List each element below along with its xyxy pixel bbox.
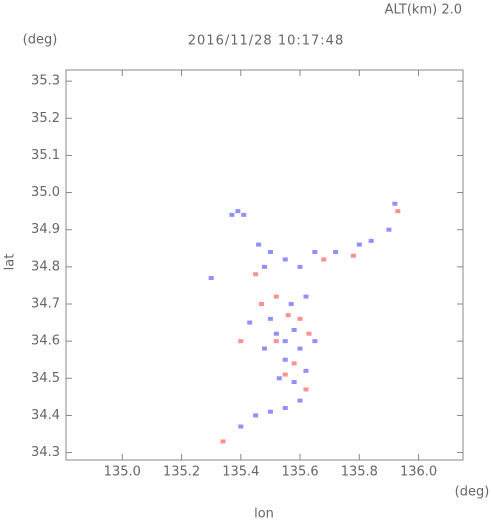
data-point [282,372,288,377]
data-point [297,264,303,269]
data-point [235,209,241,214]
data-point [350,253,356,258]
x-tick-label: 136.0 [400,465,437,480]
data-point [306,331,312,336]
chart-title: 2016/11/28 10:17:48 [188,34,344,49]
data-point [285,313,291,318]
data-point [297,316,303,321]
x-unit: (deg) [455,485,490,500]
data-point [267,250,273,254]
y-unit: (deg) [23,33,58,48]
data-point [259,302,265,306]
data-point [368,238,374,243]
data-point [273,331,279,336]
data-point [312,250,318,254]
data-point [282,257,288,262]
data-point [208,276,214,280]
data-point [229,212,235,217]
data-point [238,339,244,344]
x-tick-label: 135.4 [222,465,259,480]
data-point [282,357,288,362]
data-point [262,346,267,351]
data-point [303,368,309,373]
data-point [288,302,294,306]
data-point [297,346,303,351]
data-point [262,264,267,269]
y-tick-label: 35.3 [31,74,60,89]
data-point [253,272,259,277]
data-point [220,439,226,444]
data-point [312,339,318,344]
y-tick-label: 34.9 [31,222,60,237]
data-point [395,209,401,214]
data-point [273,339,279,344]
x-tick-label: 135.0 [104,465,141,480]
y-tick-label: 35.0 [31,185,60,200]
data-point [267,409,273,414]
x-tick-label: 135.2 [163,465,200,480]
data-point [321,257,327,262]
y-tick-label: 34.3 [31,445,60,460]
y-tick-label: 35.1 [31,148,60,163]
data-point [241,212,247,217]
y-tick-label: 34.7 [31,297,60,312]
data-point [291,380,297,384]
data-point [256,242,262,247]
data-point [238,424,244,429]
data-point [386,227,392,232]
data-point [356,242,362,247]
plot-frame [65,69,464,461]
data-point [303,294,309,299]
y-axis-label: lat [3,254,18,271]
data-point [291,361,297,366]
x-tick-label: 135.6 [281,465,318,480]
y-tick-label: 34.8 [31,259,60,274]
y-tick-label: 34.6 [31,334,60,349]
altitude-label: ALT(km) 2.0 [385,3,462,18]
x-axis-label: lon [254,507,274,521]
data-point [333,250,339,254]
x-tick-label: 135.8 [341,465,378,480]
data-point [297,398,303,403]
data-point [392,201,398,206]
y-tick-label: 34.4 [31,408,60,423]
data-point [303,387,309,392]
data-point [282,339,288,344]
data-point [247,320,253,325]
y-tick-label: 35.2 [31,111,60,126]
data-point [267,316,273,321]
data-point [273,294,279,299]
data-point [291,328,297,332]
y-tick-label: 34.5 [31,371,60,386]
data-point [253,413,259,418]
data-point [276,376,282,381]
data-point [282,406,288,410]
